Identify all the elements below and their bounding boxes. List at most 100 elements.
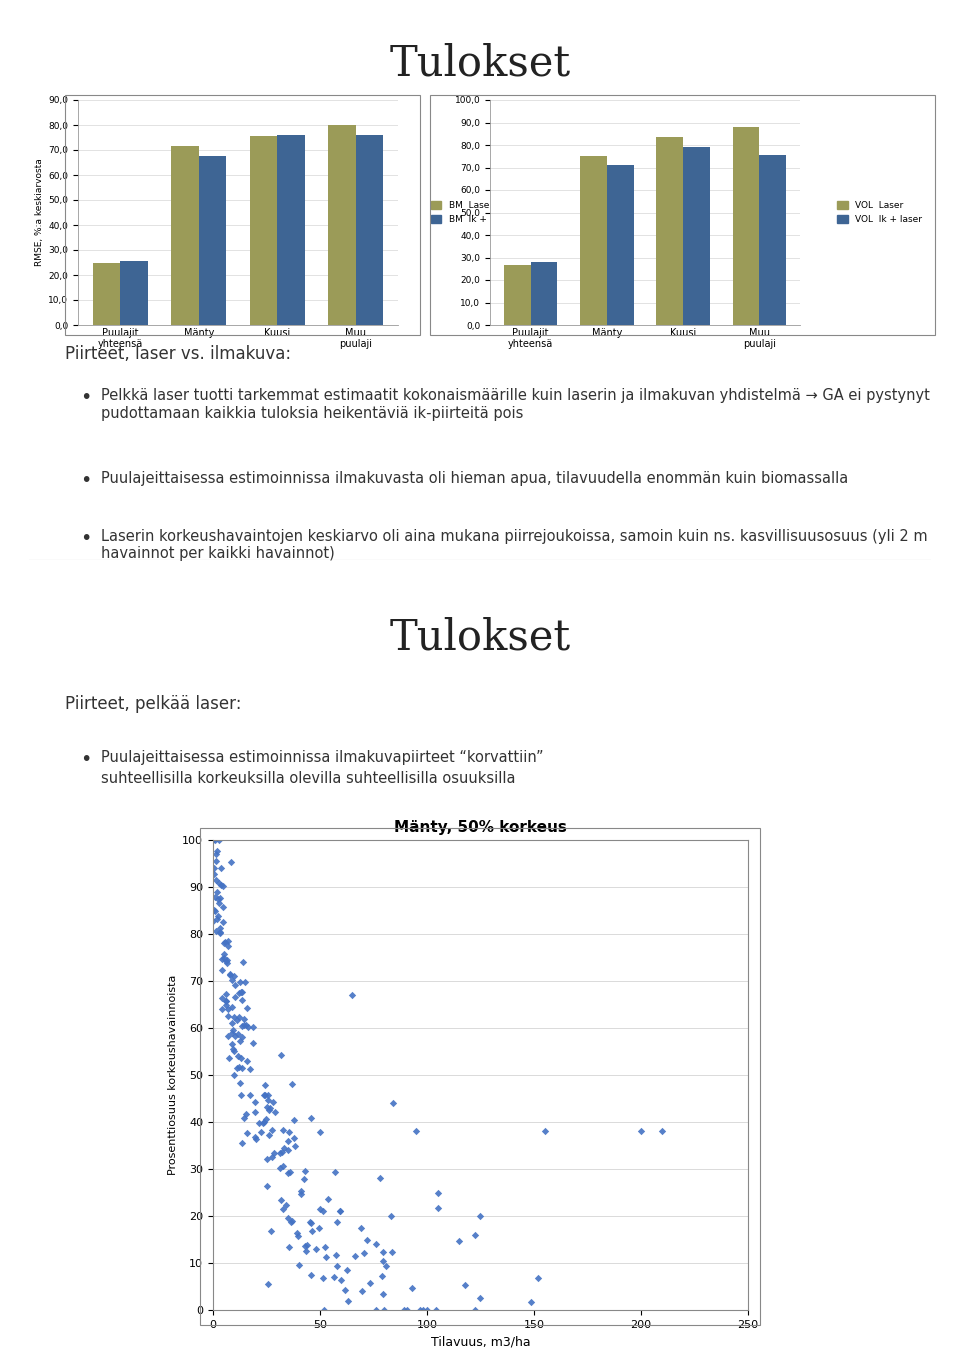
Text: •: • (81, 529, 92, 548)
Point (212, 917, 228, 939)
Point (260, 1084, 276, 1106)
Point (242, 1084, 257, 1106)
Point (222, 1047, 237, 1069)
Bar (759, 154, 786, 325)
Point (220, 949, 235, 971)
Point (375, 1241, 391, 1263)
Point (265, 1146, 280, 1167)
Point (206, 899, 222, 921)
Point (328, 1244, 344, 1266)
Point (218, 990, 233, 1012)
Point (221, 998, 236, 1020)
Point (259, 1176, 275, 1197)
Legend: BM  Laser, BM  Ik + laser: BM Laser, BM Ik + laser (427, 197, 516, 227)
Point (282, 1161, 298, 1182)
Point (208, 842, 224, 864)
Point (232, 1072, 248, 1094)
Point (356, 1243, 372, 1264)
Point (280, 1139, 296, 1161)
Point (205, 828, 221, 850)
Point (217, 943, 232, 965)
Point (214, 949, 229, 971)
Point (226, 1006, 241, 1028)
Point (339, 1259, 354, 1281)
Point (226, 965, 241, 987)
Point (231, 1057, 247, 1079)
Point (229, 1057, 245, 1079)
Point (206, 886, 222, 908)
Point (321, 1188, 336, 1210)
Bar (684, 148, 709, 325)
Point (260, 1089, 276, 1111)
Point (234, 1016, 250, 1038)
Point (431, 1197, 446, 1219)
Point (237, 971, 252, 992)
Point (219, 951, 234, 973)
Point (284, 1210, 300, 1232)
Point (225, 1023, 240, 1044)
Bar (328, 124, 356, 325)
Point (284, 1073, 300, 1095)
Legend: VOL  Laser, VOL  Ik + laser: VOL Laser, VOL Ik + laser (833, 197, 925, 227)
Point (230, 1046, 246, 1068)
Bar (277, 135, 305, 325)
Point (458, 1274, 473, 1296)
Point (242, 1058, 257, 1080)
Point (247, 1126, 262, 1148)
Point (208, 869, 224, 891)
Point (256, 1111, 272, 1133)
Point (253, 1121, 269, 1143)
Point (294, 1184, 309, 1206)
Point (219, 983, 234, 1005)
Bar (120, 261, 148, 325)
Point (353, 1217, 369, 1239)
Point (238, 1014, 253, 1036)
Point (263, 1096, 278, 1118)
Point (217, 931, 232, 953)
Point (210, 905, 226, 927)
Point (363, 1273, 378, 1295)
Point (345, 984, 360, 1006)
Point (303, 1213, 319, 1234)
Point (211, 828, 227, 850)
Point (265, 1091, 280, 1113)
Point (338, 1278, 353, 1300)
Point (245, 1016, 260, 1038)
Point (221, 935, 236, 957)
Point (226, 1018, 241, 1040)
Y-axis label: Prosenttiosuus korkeushavainnoista: Prosenttiosuus korkeushavainnoista (168, 975, 179, 1176)
Point (274, 1189, 289, 1211)
Point (216, 932, 231, 954)
Point (255, 1113, 271, 1135)
Point (217, 947, 232, 969)
Point (299, 1234, 314, 1256)
Point (208, 850, 224, 872)
Point (256, 1084, 272, 1106)
Point (385, 1092, 400, 1114)
Point (236, 1014, 252, 1036)
Point (467, 1299, 482, 1321)
Point (215, 897, 230, 919)
Point (359, 1229, 374, 1251)
Point (227, 1064, 242, 1085)
Point (239, 1122, 254, 1144)
Point (206, 857, 222, 879)
Point (214, 960, 229, 982)
Point (316, 1200, 331, 1222)
Point (333, 1269, 348, 1290)
Point (308, 1239, 324, 1260)
Point (231, 1006, 247, 1028)
Point (225, 1012, 240, 1033)
Point (234, 1057, 250, 1079)
Text: Pelkkä laser tuotti tarkemmat estimaatit kokonaismäärille kuin laserin ja ilmaku: Pelkkä laser tuotti tarkemmat estimaatit… (101, 388, 930, 421)
Point (251, 1113, 266, 1135)
Point (214, 987, 229, 1009)
Point (287, 1126, 302, 1148)
Point (235, 988, 251, 1010)
Point (259, 1148, 275, 1170)
Point (263, 1219, 278, 1241)
Point (281, 1236, 297, 1258)
Text: Tulokset: Tulokset (390, 42, 570, 83)
Point (267, 1100, 282, 1122)
Point (264, 1120, 279, 1141)
